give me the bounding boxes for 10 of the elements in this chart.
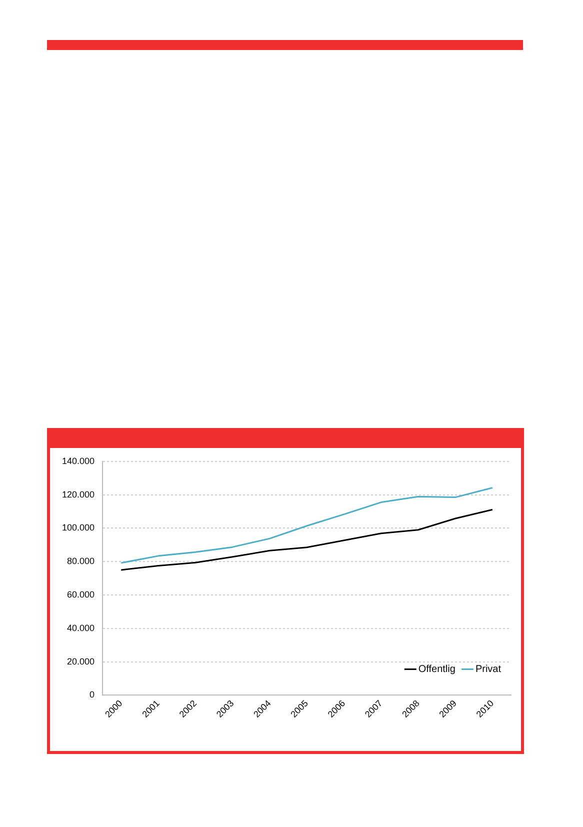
y-tick-label: 80.000 (67, 556, 95, 566)
y-tick-label: 60.000 (67, 589, 95, 600)
y-tick-label: 140.000 (62, 456, 95, 466)
legend-label: Offentlig (418, 664, 456, 675)
y-tick-label: 100.000 (62, 522, 95, 533)
y-tick-label: 0 (90, 690, 95, 700)
y-tick-label: 40.000 (67, 622, 95, 633)
y-tick-label: 20.000 (67, 656, 95, 666)
y-tick-label: 120.000 (62, 489, 95, 500)
legend-label: Privat (475, 664, 502, 675)
